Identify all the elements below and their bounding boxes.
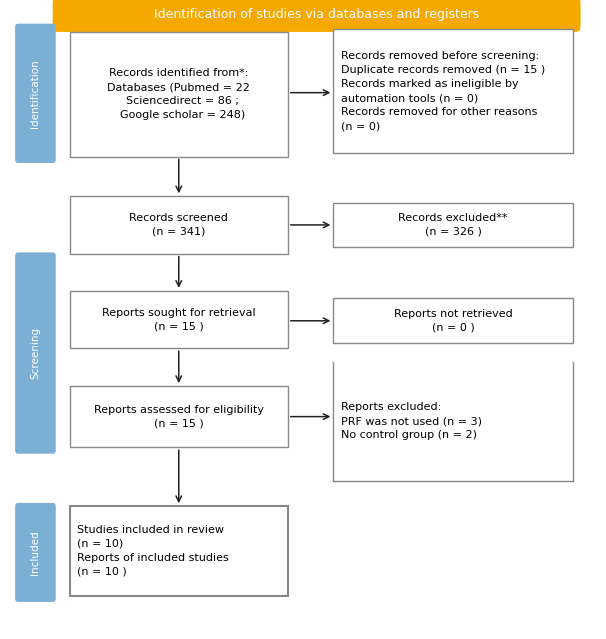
- Text: Identification of studies via databases and registers: Identification of studies via databases …: [154, 8, 479, 21]
- Text: Records screened
(n = 341): Records screened (n = 341): [129, 213, 228, 237]
- FancyBboxPatch shape: [70, 196, 288, 254]
- FancyBboxPatch shape: [70, 291, 288, 348]
- FancyBboxPatch shape: [333, 203, 573, 247]
- FancyBboxPatch shape: [15, 24, 56, 163]
- FancyBboxPatch shape: [15, 503, 56, 602]
- Text: Reports excluded:
PRF was not used (n = 3)
No control group (n = 2): Reports excluded: PRF was not used (n = …: [341, 403, 482, 440]
- Text: Reports not retrieved
(n = 0 ): Reports not retrieved (n = 0 ): [394, 309, 512, 333]
- FancyBboxPatch shape: [70, 32, 288, 157]
- FancyBboxPatch shape: [53, 0, 581, 32]
- Text: Records identified from*:
Databases (Pubmed = 22
  Sciencedirect = 86 ;
  Google: Records identified from*: Databases (Pub…: [107, 68, 250, 120]
- FancyBboxPatch shape: [333, 298, 573, 343]
- Text: Studies included in review
(n = 10)
Reports of included studies
(n = 10 ): Studies included in review (n = 10) Repo…: [77, 525, 228, 577]
- FancyBboxPatch shape: [70, 386, 288, 447]
- Text: Reports assessed for eligibility
(n = 15 ): Reports assessed for eligibility (n = 15…: [94, 404, 264, 429]
- Text: Identification: Identification: [30, 59, 41, 128]
- Text: Records removed before screening:
Duplicate records removed (n = 15 )
Records ma: Records removed before screening: Duplic…: [341, 51, 545, 131]
- FancyBboxPatch shape: [333, 362, 573, 481]
- FancyBboxPatch shape: [70, 506, 288, 596]
- Text: Records excluded**
(n = 326 ): Records excluded** (n = 326 ): [398, 213, 508, 237]
- Text: Included: Included: [30, 530, 41, 574]
- Text: Screening: Screening: [30, 327, 41, 379]
- FancyBboxPatch shape: [15, 252, 56, 454]
- FancyBboxPatch shape: [333, 29, 573, 153]
- Text: Reports sought for retrieval
(n = 15 ): Reports sought for retrieval (n = 15 ): [102, 307, 256, 332]
